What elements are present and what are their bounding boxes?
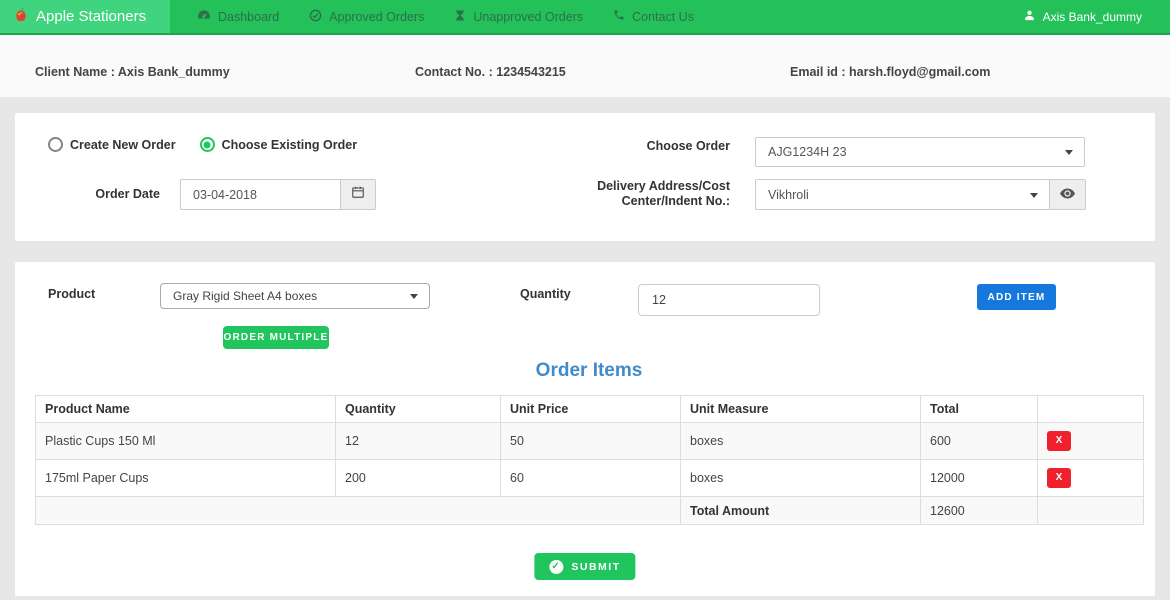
- quantity-input[interactable]: [638, 284, 820, 316]
- calendar-icon: [351, 185, 365, 204]
- choose-order-select[interactable]: AJG1234H 23: [755, 137, 1085, 167]
- col-quantity: Quantity: [335, 395, 501, 423]
- cell-quantity: 200: [335, 459, 501, 497]
- radio-label: Choose Existing Order: [221, 137, 358, 152]
- cell-product: 175ml Paper Cups: [35, 459, 336, 497]
- order-type-radio-group: Create New Order Choose Existing Order: [48, 137, 357, 152]
- table-total-row: Total Amount 12600: [35, 496, 1144, 525]
- cell-unit-price: 50: [500, 422, 681, 460]
- nav-label: Approved Orders: [329, 9, 425, 24]
- order-items-table: Product Name Quantity Unit Price Unit Me…: [35, 395, 1144, 525]
- cell-product: Plastic Cups 150 Ml: [35, 422, 336, 460]
- order-multiple-button[interactable]: ORDER MULTIPLE: [223, 326, 329, 349]
- product-label: Product: [48, 287, 96, 301]
- table-row: Plastic Cups 150 Ml 12 50 boxes 600 X: [35, 422, 1144, 460]
- choose-order-value: AJG1234H 23: [768, 145, 847, 159]
- product-select[interactable]: Gray Rigid Sheet A4 boxes: [160, 283, 430, 309]
- nav-item-dashboard[interactable]: Dashboard: [182, 0, 294, 33]
- cell-actions: X: [1037, 459, 1144, 497]
- order-date-group: [180, 179, 376, 210]
- total-amount-label: Total Amount: [680, 496, 921, 525]
- radio-circle-unchecked[interactable]: [48, 137, 63, 152]
- order-selection-panel: Create New Order Choose Existing Order C…: [15, 113, 1155, 241]
- col-total: Total: [920, 395, 1038, 423]
- cell-unit-price: 60: [500, 459, 681, 497]
- check-circle-icon: [309, 9, 322, 25]
- cell-empty: [1037, 496, 1144, 525]
- dashboard-icon: [197, 8, 211, 25]
- brand[interactable]: Apple Stationers: [0, 0, 170, 33]
- nav-item-unapproved-orders[interactable]: Unapproved Orders: [439, 0, 598, 33]
- product-value: Gray Rigid Sheet A4 boxes: [173, 289, 318, 303]
- delivery-address-label: Delivery Address/Cost Center/Indent No.:: [597, 179, 730, 208]
- choose-order-label: Choose Order: [646, 139, 730, 153]
- submit-label: SUBMIT: [571, 560, 621, 573]
- cell-empty: [35, 496, 681, 525]
- phone-icon: [613, 9, 625, 24]
- table-header-row: Product Name Quantity Unit Price Unit Me…: [35, 395, 1144, 423]
- radio-circle-checked[interactable]: [199, 137, 215, 152]
- user-icon: [1023, 9, 1036, 25]
- user-name: Axis Bank_dummy: [1042, 9, 1142, 24]
- submit-button[interactable]: ✓ SUBMIT: [534, 553, 636, 580]
- delivery-address-select[interactable]: Vikhroli: [755, 179, 1050, 210]
- delete-item-button[interactable]: X: [1047, 431, 1071, 451]
- view-address-button[interactable]: [1050, 179, 1086, 210]
- chevron-down-icon: [410, 294, 418, 299]
- radio-create-new-order[interactable]: Create New Order: [48, 137, 176, 152]
- client-info-bar: Client Name : Axis Bank_dummy Contact No…: [0, 35, 1170, 97]
- nav-item-approved-orders[interactable]: Approved Orders: [294, 0, 439, 33]
- col-actions: [1037, 395, 1144, 423]
- order-date-input[interactable]: [180, 179, 341, 210]
- col-unit-measure: Unit Measure: [680, 395, 921, 423]
- cell-actions: X: [1037, 422, 1144, 460]
- cell-unit-measure: boxes: [680, 422, 921, 460]
- calendar-addon-button[interactable]: [341, 179, 376, 210]
- order-items-title: Order Items: [535, 360, 643, 381]
- order-date-label: Order Date: [95, 187, 160, 201]
- quantity-label: Quantity: [520, 287, 571, 301]
- radio-label: Create New Order: [70, 137, 176, 152]
- hourglass-icon: [454, 9, 466, 25]
- nav-item-contact-us[interactable]: Contact Us: [598, 0, 709, 33]
- client-contact: Contact No. : 1234543215: [415, 65, 566, 80]
- client-email: Email id : harsh.floyd@gmail.com: [790, 65, 991, 80]
- chevron-down-icon: [1030, 192, 1038, 198]
- cell-total: 600: [920, 422, 1038, 460]
- order-items-panel: Product Gray Rigid Sheet A4 boxes Quanti…: [15, 262, 1155, 596]
- col-unit-price: Unit Price: [500, 395, 681, 423]
- radio-choose-existing-order[interactable]: Choose Existing Order: [199, 137, 358, 152]
- nav-label: Unapproved Orders: [473, 9, 584, 24]
- chevron-down-icon: [1065, 150, 1073, 155]
- col-product-name: Product Name: [35, 395, 336, 423]
- total-amount-value: 12600: [920, 496, 1038, 525]
- cell-total: 12000: [920, 459, 1038, 497]
- cell-unit-measure: boxes: [680, 459, 921, 497]
- eye-icon: [1060, 186, 1075, 204]
- add-item-button[interactable]: ADD ITEM: [977, 284, 1056, 310]
- nav-menu: Dashboard Approved Orders Unapproved Ord…: [182, 0, 709, 33]
- delivery-address-group: Vikhroli: [755, 179, 1086, 210]
- apple-logo-icon: [13, 6, 29, 27]
- navbar: Apple Stationers Dashboard Approved Orde…: [0, 0, 1170, 35]
- nav-label: Contact Us: [632, 9, 694, 24]
- delivery-address-value: Vikhroli: [768, 187, 809, 202]
- client-name: Client Name : Axis Bank_dummy: [35, 65, 230, 80]
- delete-item-button[interactable]: X: [1047, 468, 1071, 488]
- check-circle-icon: ✓: [549, 559, 564, 574]
- user-menu[interactable]: Axis Bank_dummy: [1023, 0, 1170, 33]
- cell-quantity: 12: [335, 422, 501, 460]
- brand-title: Apple Stationers: [36, 8, 147, 25]
- table-row: 175ml Paper Cups 200 60 boxes 12000 X: [35, 459, 1144, 497]
- nav-label: Dashboard: [218, 9, 280, 24]
